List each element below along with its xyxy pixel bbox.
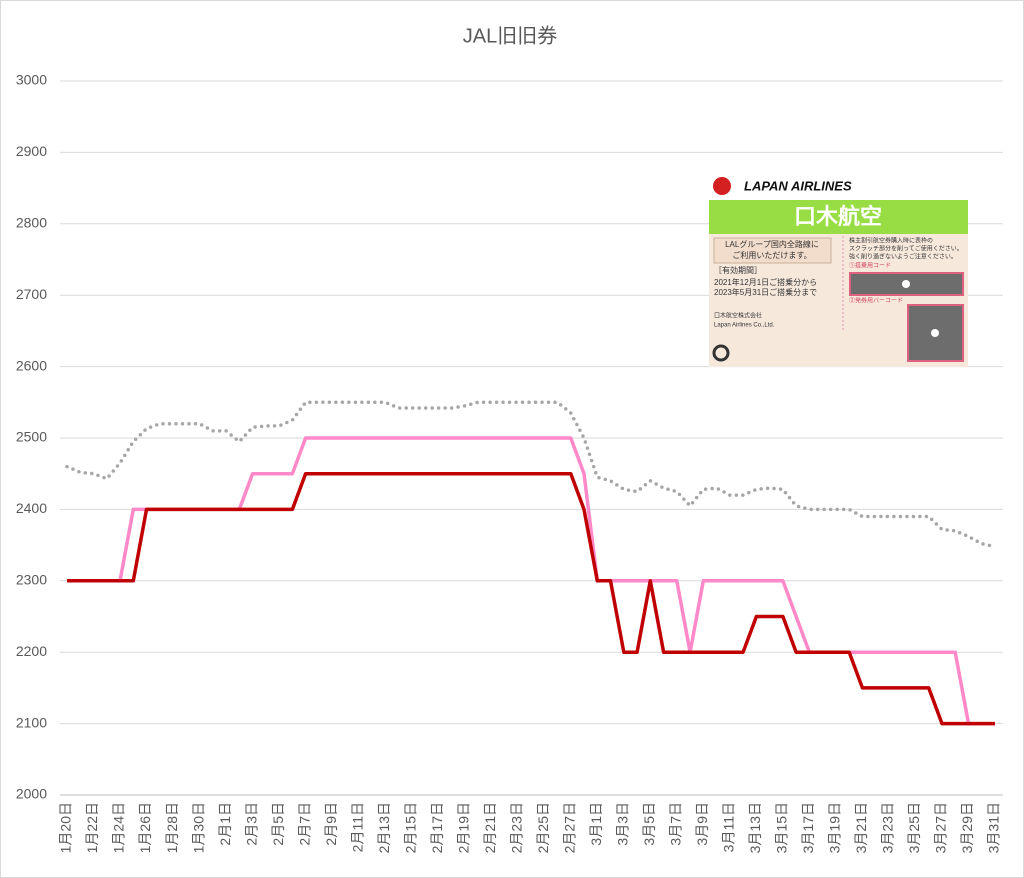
- y-tick-label: 3000: [16, 72, 47, 88]
- x-tick-label: 1月28日: [164, 802, 180, 853]
- chart-title: JAL旧旧券: [463, 24, 557, 47]
- y-tick-label: 2100: [16, 714, 47, 730]
- x-tick-label: 3月31日: [986, 802, 1002, 853]
- x-tick-label: 1月20日: [58, 802, 74, 853]
- ticket-band: [709, 200, 968, 234]
- ticket-text: LALグループ国内全路線に: [725, 239, 819, 249]
- x-tick-label: 2月9日: [323, 802, 339, 846]
- ticket-text: ご利用いただけます。: [732, 250, 811, 260]
- x-tick-label: 3月29日: [959, 802, 975, 853]
- x-tick-label: 3月23日: [880, 802, 896, 853]
- logo: [713, 177, 731, 195]
- ticket-icon: [712, 344, 730, 362]
- x-tick-label: 3月15日: [774, 802, 790, 853]
- x-tick-label: 3月7日: [668, 802, 684, 846]
- ticket-image: LAPAN AIRLINES 口木航空 LALグループ国内全路線に ご利用いただ…: [709, 172, 968, 367]
- x-tick-label: 2月25日: [535, 802, 551, 853]
- ticket-text: スクラッチ部分を削ってご使用ください。: [849, 245, 963, 253]
- x-tick-label: 3月3日: [615, 802, 631, 846]
- x-tick-label: 2月19日: [455, 802, 471, 853]
- y-tick-label: 2800: [16, 215, 47, 231]
- x-tick-label: 2月11日: [349, 802, 365, 852]
- x-tick-label: 3月27日: [933, 802, 949, 853]
- x-tick-label: 2月21日: [482, 802, 498, 853]
- x-tick-label: 3月13日: [747, 802, 763, 853]
- x-tick-label: 2月15日: [402, 802, 418, 853]
- scratch-icon: [902, 280, 910, 288]
- x-tick-label: 1月22日: [84, 802, 100, 853]
- ticket-name: 口木航空: [794, 204, 882, 229]
- ticket-text: ①搭乗用コード: [849, 262, 891, 270]
- x-tick-label: 2月27日: [561, 802, 577, 853]
- ticket-text: Lapan Airlines Co.,Ltd.: [714, 323, 775, 329]
- x-tick-label: 3月11日: [721, 802, 737, 852]
- y-tick-label: 2300: [16, 572, 47, 588]
- x-tick-label: 2月5日: [270, 802, 286, 846]
- x-tick-label: 2月17日: [429, 802, 445, 853]
- ticket-text: 2021年12月1日ご搭乗分から: [714, 277, 817, 287]
- x-tick-label: 2月7日: [296, 802, 312, 846]
- x-tick-label: 3月19日: [827, 802, 843, 853]
- x-tick-label: 1月24日: [111, 802, 127, 853]
- x-tick-label: 3月25日: [906, 802, 922, 853]
- x-tick-label: 2月1日: [217, 802, 233, 846]
- ticket-text: 株主割引航空券購入時に表枠の: [849, 237, 933, 245]
- x-tick-label: 3月21日: [853, 802, 869, 853]
- x-tick-label: 3月5日: [641, 802, 657, 846]
- y-tick-label: 2600: [16, 357, 47, 373]
- series-line: [67, 471, 995, 726]
- x-tick-label: 2月23日: [508, 802, 524, 853]
- ticket-text: 2023年5月31日ご搭乗分まで: [714, 287, 817, 297]
- x-tick-label: 1月30日: [190, 802, 206, 853]
- x-tick-label: 3月17日: [800, 802, 816, 853]
- ticket-text: 口木航空株式会社: [714, 312, 762, 320]
- y-tick-label: 2700: [16, 286, 47, 302]
- y-tick-label: 2000: [16, 786, 47, 802]
- ticket-brand: LAPAN AIRLINES: [744, 178, 852, 193]
- x-tick-label: 2月3日: [243, 802, 259, 846]
- y-tick-label: 2200: [16, 643, 47, 659]
- x-tick-label: 1月26日: [137, 802, 153, 853]
- x-tick-label: 3月1日: [588, 802, 604, 846]
- x-tick-label: 3月9日: [694, 802, 710, 846]
- x-tick-label: 2月13日: [376, 802, 392, 853]
- y-tick-label: 2400: [16, 500, 47, 516]
- ticket-box: [713, 237, 832, 264]
- ticket-text: ②発券用バーコード: [849, 297, 903, 305]
- y-tick-label: 2500: [16, 429, 47, 445]
- ticket-text: 強く削り過ぎないようご注意ください。: [849, 253, 957, 261]
- ticket-text: ［有効期間］: [714, 265, 762, 275]
- scratch-icon: [931, 329, 939, 337]
- y-tick-label: 2900: [16, 143, 47, 159]
